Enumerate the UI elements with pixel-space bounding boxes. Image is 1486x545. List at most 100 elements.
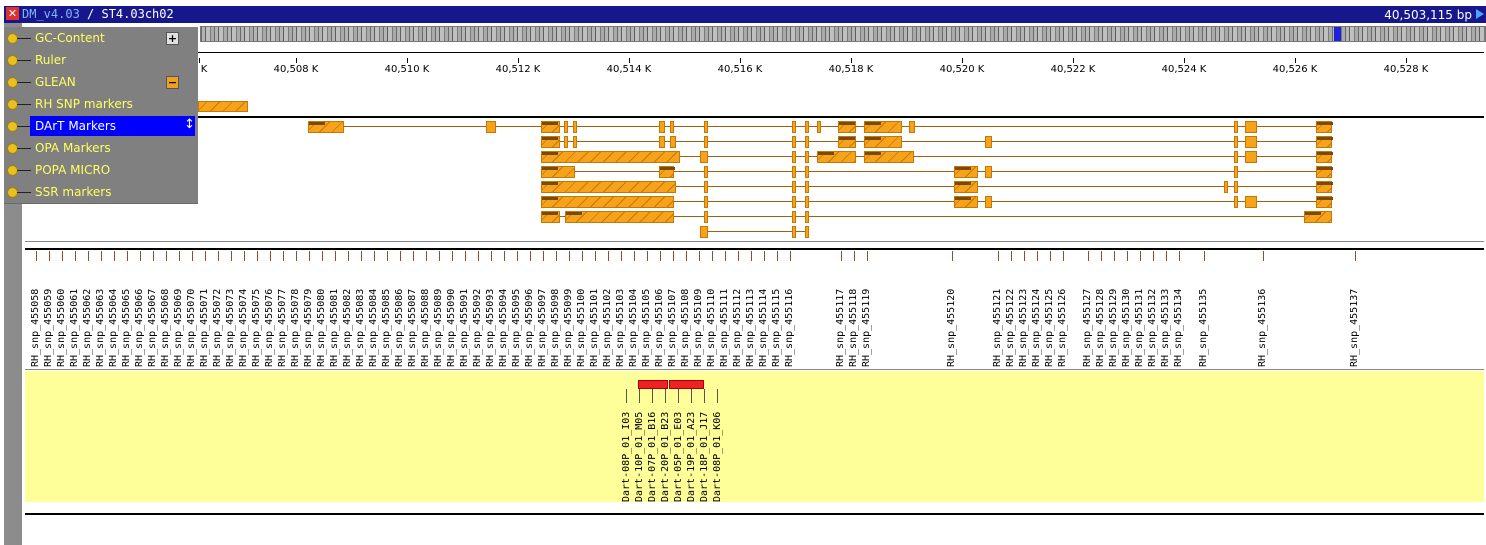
snp-marker-tick[interactable] [88, 251, 89, 261]
gene-exon[interactable] [792, 166, 796, 178]
snp-marker-label[interactable]: RH_snp_455082 [342, 288, 353, 367]
gene-exon[interactable] [700, 151, 708, 163]
snp-marker-tick[interactable] [387, 251, 388, 261]
gene-exon[interactable] [792, 136, 796, 148]
snp-marker-tick[interactable] [867, 251, 868, 261]
snp-marker-label[interactable]: RH_snp_455120 [946, 288, 957, 367]
menu-item-glean[interactable]: GLEAN − [4, 71, 198, 94]
snp-marker-tick[interactable] [712, 251, 713, 261]
database-name[interactable]: DM_v4.03 [22, 7, 80, 21]
gene-exon[interactable] [670, 136, 676, 148]
gene-exon[interactable] [1234, 121, 1238, 133]
gene-exon[interactable] [541, 181, 676, 193]
snp-marker-tick[interactable] [36, 251, 37, 261]
snp-marker-label[interactable]: RH_snp_455078 [290, 288, 301, 367]
snp-marker-tick[interactable] [1011, 251, 1012, 261]
snp-marker-tick[interactable] [543, 251, 544, 261]
resize-vertical-icon[interactable]: ↕ [184, 117, 195, 132]
gene-exon[interactable] [704, 136, 708, 148]
snp-marker-tick[interactable] [595, 251, 596, 261]
snp-marker-label[interactable]: RH_snp_455062 [82, 288, 93, 367]
snp-marker-tick[interactable] [296, 251, 297, 261]
snp-marker-tick[interactable] [790, 251, 791, 261]
snp-marker-tick[interactable] [114, 251, 115, 261]
dart-marker-label[interactable]: Dart-19P_01_A23 [686, 411, 697, 502]
snp-marker-label[interactable]: RH_snp_455109 [693, 288, 704, 367]
snp-marker-label[interactable]: RH_snp_455126 [1057, 288, 1068, 367]
snp-marker-tick[interactable] [1037, 251, 1038, 261]
snp-marker-label[interactable]: RH_snp_455077 [277, 288, 288, 367]
snp-marker-tick[interactable] [952, 251, 953, 261]
snp-marker-tick[interactable] [309, 251, 310, 261]
gene-exon[interactable] [985, 166, 992, 178]
snp-marker-tick[interactable] [452, 251, 453, 261]
snp-marker-tick[interactable] [841, 251, 842, 261]
snp-marker-tick[interactable] [491, 251, 492, 261]
gene-exon[interactable] [817, 151, 856, 163]
snp-marker-label[interactable]: RH_snp_455134 [1173, 288, 1184, 367]
gene-exon[interactable] [1245, 136, 1257, 148]
snp-marker-tick[interactable] [49, 251, 50, 261]
gene-model[interactable] [198, 101, 248, 112]
gene-exon[interactable] [792, 121, 796, 133]
snp-marker-tick[interactable] [621, 251, 622, 261]
gene-exon[interactable] [1234, 196, 1238, 208]
gene-exon[interactable] [308, 121, 344, 133]
gene-exon[interactable] [541, 196, 674, 208]
snp-marker-label[interactable]: RH_snp_455100 [576, 288, 587, 367]
snp-marker-label[interactable]: RH_snp_455071 [199, 288, 210, 367]
snp-marker-tick[interactable] [764, 251, 765, 261]
snp-marker-tick[interactable] [504, 251, 505, 261]
dart-marker-label[interactable]: Dart-18P_01_J17 [699, 411, 710, 502]
gene-exon[interactable] [1245, 151, 1257, 163]
gene-exon[interactable] [659, 136, 665, 148]
snp-marker-label[interactable]: RH_snp_455073 [225, 288, 236, 367]
snp-marker-tick[interactable] [348, 251, 349, 261]
snp-marker-tick[interactable] [283, 251, 284, 261]
snp-marker-label[interactable]: RH_snp_455063 [95, 288, 106, 367]
snp-marker-tick[interactable] [244, 251, 245, 261]
gene-exon[interactable] [838, 136, 856, 148]
snp-marker-label[interactable]: RH_snp_455065 [121, 288, 132, 367]
snp-marker-label[interactable]: RH_snp_455113 [745, 288, 756, 367]
snp-marker-label[interactable]: RH_snp_455090 [446, 288, 457, 367]
close-icon[interactable]: ✕ [6, 7, 19, 20]
snp-marker-tick[interactable] [192, 251, 193, 261]
snp-marker-label[interactable]: RH_snp_455059 [43, 288, 54, 367]
gene-exon[interactable] [954, 196, 978, 208]
snp-marker-label[interactable]: RH_snp_455091 [459, 288, 470, 367]
gene-exon[interactable] [1234, 181, 1238, 193]
snp-marker-label[interactable]: RH_snp_455094 [498, 288, 509, 367]
sequence-name[interactable]: ST4.03ch02 [101, 7, 174, 21]
snp-marker-label[interactable]: RH_snp_455085 [381, 288, 392, 367]
menu-item-gc-content[interactable]: GC-Content + [4, 27, 198, 50]
gene-exon[interactable] [670, 121, 674, 133]
gene-exon[interactable] [792, 226, 796, 238]
snp-marker-tick[interactable] [1127, 251, 1128, 261]
menu-item-rh-snp-markers[interactable]: RH SNP markers [4, 93, 198, 116]
gene-exon[interactable] [838, 121, 856, 133]
snp-marker-label[interactable]: RH_snp_455080 [316, 288, 327, 367]
snp-marker-label[interactable]: RH_snp_455135 [1198, 288, 1209, 367]
snp-marker-label[interactable]: RH_snp_455115 [771, 288, 782, 367]
snp-marker-tick[interactable] [1355, 251, 1356, 261]
snp-marker-tick[interactable] [582, 251, 583, 261]
gene-exon[interactable] [573, 121, 577, 133]
scroll-right-icon[interactable] [1476, 9, 1484, 19]
snp-marker-tick[interactable] [556, 251, 557, 261]
snp-marker-tick[interactable] [634, 251, 635, 261]
gene-exon[interactable] [1224, 181, 1228, 193]
snp-marker-tick[interactable] [166, 251, 167, 261]
snp-marker-tick[interactable] [751, 251, 752, 261]
snp-marker-label[interactable]: RH_snp_455096 [524, 288, 535, 367]
snp-marker-tick[interactable] [439, 251, 440, 261]
snp-marker-tick[interactable] [374, 251, 375, 261]
snp-marker-tick[interactable] [1063, 251, 1064, 261]
snp-marker-label[interactable]: RH_snp_455114 [758, 288, 769, 367]
snp-marker-tick[interactable] [647, 251, 648, 261]
snp-marker-label[interactable]: RH_snp_455107 [667, 288, 678, 367]
snp-marker-label[interactable]: RH_snp_455137 [1349, 288, 1360, 367]
gene-exon[interactable] [909, 121, 915, 133]
snp-marker-tick[interactable] [465, 251, 466, 261]
gene-exon[interactable] [1316, 121, 1333, 133]
